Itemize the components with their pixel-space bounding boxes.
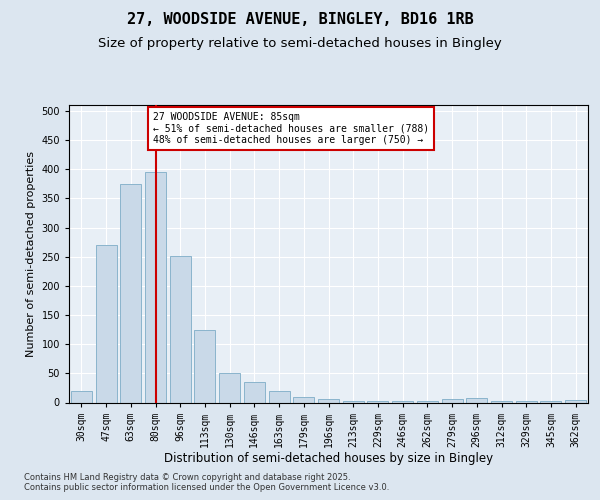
X-axis label: Distribution of semi-detached houses by size in Bingley: Distribution of semi-detached houses by … xyxy=(164,452,493,466)
Bar xyxy=(95,245,116,402)
Bar xyxy=(145,172,166,402)
Text: Contains HM Land Registry data © Crown copyright and database right 2025.
Contai: Contains HM Land Registry data © Crown c… xyxy=(24,472,389,492)
Bar xyxy=(466,398,487,402)
Bar xyxy=(491,401,512,402)
Bar xyxy=(343,401,364,402)
Bar xyxy=(71,391,92,402)
Bar xyxy=(293,396,314,402)
Bar xyxy=(120,184,141,402)
Bar xyxy=(318,399,339,402)
Bar xyxy=(219,374,240,402)
Text: Size of property relative to semi-detached houses in Bingley: Size of property relative to semi-detach… xyxy=(98,38,502,51)
Text: 27 WOODSIDE AVENUE: 85sqm
← 51% of semi-detached houses are smaller (788)
48% of: 27 WOODSIDE AVENUE: 85sqm ← 51% of semi-… xyxy=(153,112,429,145)
Bar xyxy=(244,382,265,402)
Bar xyxy=(194,330,215,402)
Bar xyxy=(269,391,290,402)
Bar xyxy=(565,400,586,402)
Bar xyxy=(170,256,191,402)
Bar xyxy=(442,399,463,402)
Text: 27, WOODSIDE AVENUE, BINGLEY, BD16 1RB: 27, WOODSIDE AVENUE, BINGLEY, BD16 1RB xyxy=(127,12,473,28)
Y-axis label: Number of semi-detached properties: Number of semi-detached properties xyxy=(26,151,36,357)
